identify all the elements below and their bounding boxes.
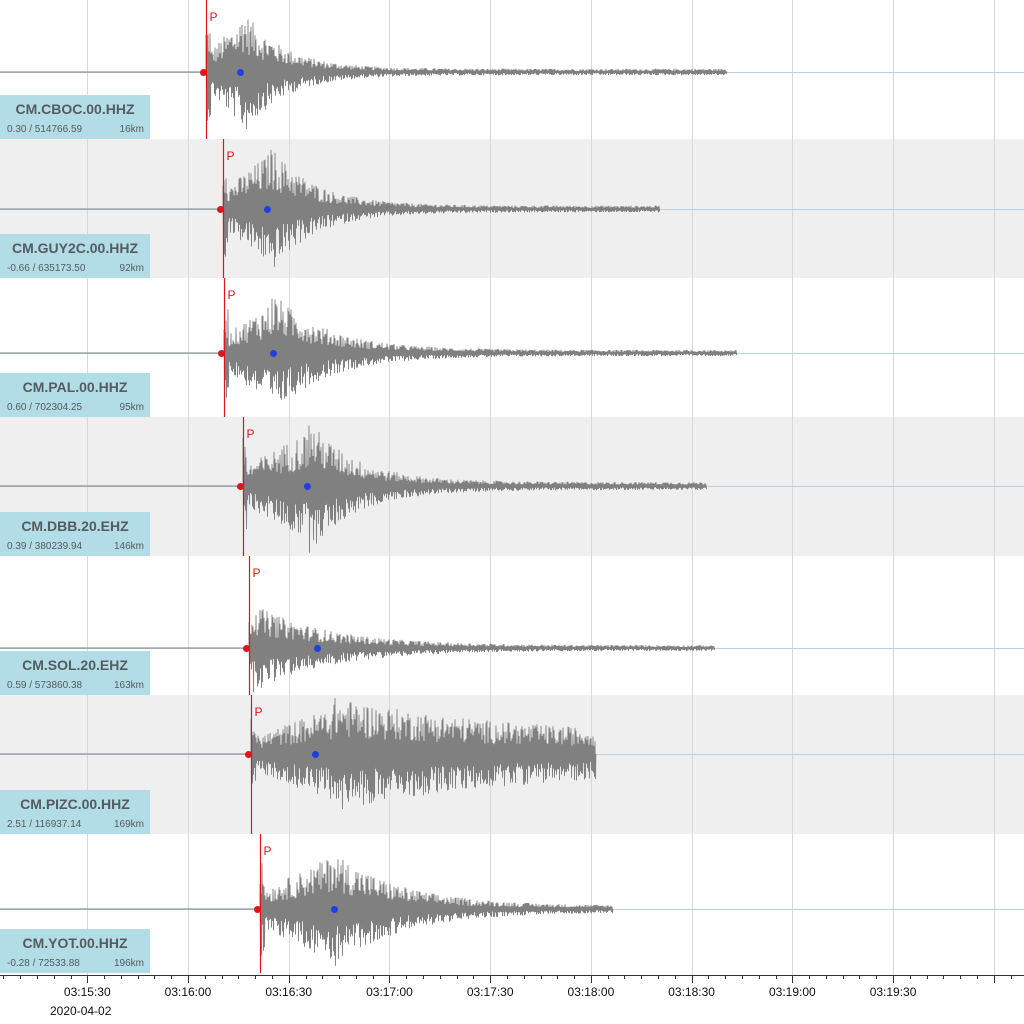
seismic-trace <box>0 698 597 810</box>
station-label[interactable]: CM.CBOC.00.HHZ 0.30 / 514766.59 16km <box>0 95 150 139</box>
station-label[interactable]: CM.DBB.20.EHZ 0.39 / 380239.94 146km <box>0 512 150 556</box>
station-amplitude: 0.39 / 380239.94 <box>7 541 83 552</box>
station-name: CM.DBB.20.EHZ <box>21 518 129 534</box>
waveform <box>0 695 1024 834</box>
waveform <box>0 139 1024 278</box>
station-distance: 169km <box>113 819 144 830</box>
time-tick-label: 03:16:30 <box>265 985 313 999</box>
station-label[interactable]: CM.SOL.20.EHZ 0.59 / 573860.38 163km <box>0 651 150 695</box>
station-distance: 163km <box>113 680 144 691</box>
p-pick-marker[interactable] <box>236 483 244 490</box>
trace-row[interactable]: P CM.PIZC.00.HHZ 2.51 / 116937.14 169km <box>0 695 1024 834</box>
p-pick-label: P <box>263 844 272 858</box>
station-distance: 196km <box>113 958 144 969</box>
station-label[interactable]: CM.PAL.00.HHZ 0.60 / 702304.25 95km <box>0 373 150 417</box>
station-distance: 16km <box>119 124 144 135</box>
s-pick-marker[interactable] <box>237 69 245 76</box>
time-axis-ticks <box>3 975 1012 983</box>
station-label[interactable]: CM.GUY2C.00.HHZ -0.66 / 635173.50 92km <box>0 234 150 278</box>
time-tick-label: 03:19:30 <box>869 985 917 999</box>
time-tick-label: 03:18:30 <box>668 985 715 999</box>
trace-row[interactable]: P CM.DBB.20.EHZ 0.39 / 380239.94 146km <box>0 417 1024 556</box>
time-tick-label: 03:18:00 <box>567 985 615 999</box>
station-distance: 92km <box>119 263 144 274</box>
s-pick-marker[interactable] <box>311 751 319 758</box>
station-amplitude: 0.30 / 514766.59 <box>7 124 83 135</box>
station-amplitude: 0.60 / 702304.25 <box>7 402 83 413</box>
p-pick-marker[interactable] <box>245 751 253 758</box>
p-pick-label: P <box>252 566 261 580</box>
trace-row[interactable]: P CM.YOT.00.HHZ -0.28 / 72533.88 196km <box>0 834 1024 973</box>
station-name: CM.GUY2C.00.HHZ <box>11 240 139 256</box>
p-pick-marker[interactable] <box>217 206 225 213</box>
p-pick-marker[interactable] <box>243 645 251 652</box>
s-pick-marker[interactable] <box>303 483 311 490</box>
time-axis: 03:15:30 03:16:00 03:16:30 03:17:00 03:17:30… <box>0 972 1024 1024</box>
seismic-trace <box>0 609 715 693</box>
station-name: CM.PAL.00.HHZ <box>22 379 128 395</box>
trace-row[interactable]: P CM.PAL.00.HHZ 0.60 / 702304.25 95km <box>0 278 1024 417</box>
p-pick-label: P <box>246 427 255 441</box>
date-label: 2020-04-02 <box>50 1004 112 1018</box>
station-amplitude: -0.28 / 72533.88 <box>7 958 80 969</box>
station-distance: 146km <box>113 541 144 552</box>
time-tick-label: 03:15:30 <box>63 985 111 999</box>
s-pick-marker[interactable] <box>331 906 339 913</box>
p-pick-label: P <box>254 705 263 719</box>
seismic-trace <box>0 19 728 129</box>
station-label[interactable]: CM.PIZC.00.HHZ 2.51 / 116937.14 169km <box>0 790 150 834</box>
p-pick-label: P <box>227 288 236 302</box>
waveform <box>0 278 1024 417</box>
waveform <box>0 834 1024 973</box>
station-amplitude: -0.66 / 635173.50 <box>7 263 86 274</box>
station-name: CM.SOL.20.EHZ <box>22 657 128 673</box>
trace-row[interactable]: P CM.GUY2C.00.HHZ -0.66 / 635173.50 92km <box>0 139 1024 278</box>
time-tick-label: 03:17:30 <box>466 985 514 999</box>
seismic-trace <box>0 298 738 400</box>
station-amplitude: 2.51 / 116937.14 <box>7 819 82 830</box>
s-pick-marker[interactable] <box>263 206 271 213</box>
station-name: CM.PIZC.00.HHZ <box>20 796 130 812</box>
p-pick-marker[interactable] <box>218 350 226 357</box>
waveform <box>0 0 1024 139</box>
time-axis-line <box>0 975 1024 976</box>
trace-row[interactable]: P CM.SOL.20.EHZ 0.59 / 573860.38 163km <box>0 556 1024 695</box>
station-distance: 95km <box>119 402 144 413</box>
p-pick-marker[interactable] <box>200 69 208 76</box>
station-label[interactable]: CM.YOT.00.HHZ -0.28 / 72533.88 196km <box>0 929 150 973</box>
time-tick-label: 03:19:00 <box>768 985 816 999</box>
seismic-trace <box>0 425 707 553</box>
s-pick-marker[interactable] <box>269 350 277 357</box>
station-name: CM.YOT.00.HHZ <box>22 935 128 951</box>
s-pick-marker[interactable] <box>313 645 321 652</box>
seismic-trace <box>0 149 661 267</box>
waveform <box>0 417 1024 556</box>
station-name: CM.CBOC.00.HHZ <box>15 101 135 117</box>
seismic-trace <box>0 859 614 966</box>
station-amplitude: 0.59 / 573860.38 <box>7 680 83 691</box>
time-tick-label: 03:16:00 <box>164 985 212 999</box>
time-tick-label: 03:17:00 <box>366 985 413 999</box>
p-pick-label: P <box>209 10 218 24</box>
trace-row[interactable]: P CM.CBOC.00.HHZ 0.30 / 514766.59 16km <box>0 0 1024 139</box>
p-pick-marker[interactable] <box>254 906 262 913</box>
waveform <box>0 556 1024 695</box>
p-pick-label: P <box>226 149 235 163</box>
